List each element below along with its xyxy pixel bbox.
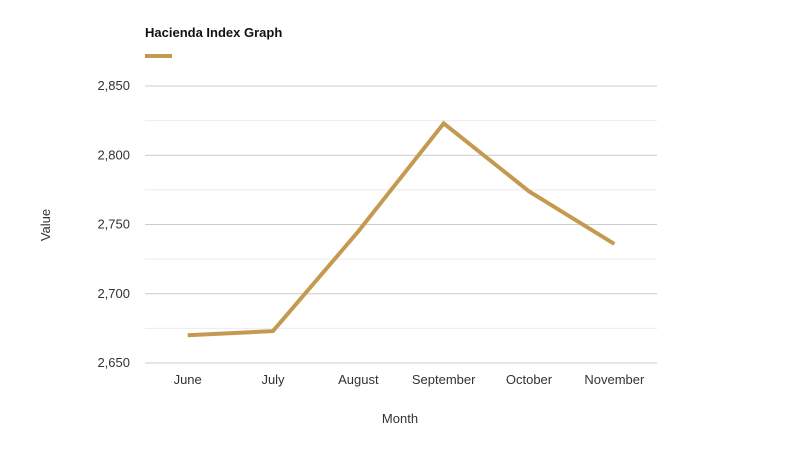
grid-lines [145,85,657,364]
chart-title: Hacienda Index Graph [145,25,282,40]
y-tick-label: 2,700 [97,286,130,301]
x-axis-label: Month [382,411,418,426]
y-tick-label: 2,800 [97,147,130,162]
x-tick-label: October [506,372,553,387]
y-axis-label: Value [38,209,53,241]
x-tick-label: November [584,372,645,387]
x-tick-label: August [338,372,379,387]
series-line [187,120,616,338]
y-tick-label: 2,850 [97,78,130,93]
y-tick-label: 2,750 [97,217,130,232]
y-tick-label: 2,650 [97,355,130,370]
series-layer [187,120,616,338]
legend-swatch [145,54,172,58]
x-axis-ticks: June July August September October November [174,372,645,387]
x-tick-label: September [412,372,476,387]
y-axis-ticks: 2,650 2,700 2,750 2,800 2,850 [97,78,130,370]
x-tick-label: June [174,372,202,387]
x-tick-label: July [261,372,285,387]
